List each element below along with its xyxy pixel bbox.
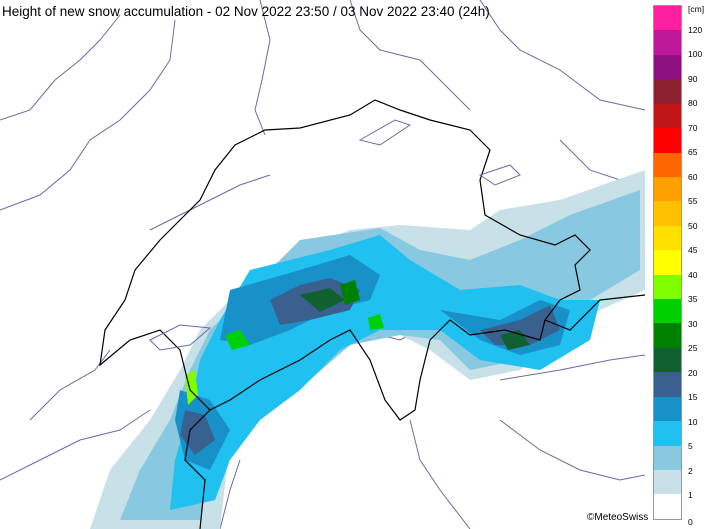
legend-band <box>654 445 681 471</box>
legend-label: 65 <box>688 147 698 158</box>
legend-label: 50 <box>688 220 698 231</box>
legend-label: 100 <box>688 49 703 60</box>
legend-label: 1 <box>688 490 693 501</box>
map-title: Height of new snow accumulation - 02 Nov… <box>2 4 490 19</box>
legend-band <box>654 79 681 104</box>
legend-label: 30 <box>688 318 698 329</box>
copyright: ©MeteoSwiss <box>587 512 649 523</box>
legend-unit: [cm] <box>688 4 705 14</box>
lakes <box>149 119 521 351</box>
legend-band <box>654 494 681 519</box>
legend-label: 0 <box>688 517 693 527</box>
legend-band <box>654 421 681 446</box>
legend-band <box>654 323 681 348</box>
legend-band <box>654 201 681 226</box>
legend-label: 80 <box>688 98 698 109</box>
legend-band <box>654 128 681 153</box>
legend-label: 40 <box>688 269 698 280</box>
legend-band <box>654 299 681 324</box>
legend-label: 15 <box>688 392 698 403</box>
legend-band <box>654 54 681 80</box>
legend-label: 45 <box>688 245 698 256</box>
legend-band <box>654 470 681 495</box>
legend-label: 25 <box>688 343 698 354</box>
legend-label: 20 <box>688 367 698 378</box>
legend-band <box>654 225 681 251</box>
legend-band <box>654 103 681 129</box>
legend-label: 55 <box>688 196 698 207</box>
legend-label: 90 <box>688 73 698 84</box>
legend-label: 5 <box>688 441 693 452</box>
legend-label: 60 <box>688 171 698 182</box>
legend-band <box>654 176 681 202</box>
legend-labels: [cm] 120 100 90 80 70 65 60 55 50 45 40 35 30 25 20 15 1… <box>688 0 710 529</box>
legend-label: 10 <box>688 416 698 427</box>
legend-label: 120 <box>688 24 703 35</box>
legend-band <box>654 347 681 373</box>
snow-map <box>0 0 646 529</box>
legend-band <box>654 396 681 422</box>
legend-band <box>654 372 681 397</box>
legend-band <box>654 30 681 55</box>
color-legend <box>653 5 682 520</box>
snow-cover <box>90 170 645 529</box>
legend-band <box>654 152 681 177</box>
legend-band <box>654 6 681 31</box>
legend-label: 70 <box>688 122 698 133</box>
legend-band <box>654 250 681 275</box>
country-borders <box>99 99 646 529</box>
legend-band <box>654 274 681 300</box>
legend-label: 2 <box>688 465 693 476</box>
legend-label: 35 <box>688 294 698 305</box>
